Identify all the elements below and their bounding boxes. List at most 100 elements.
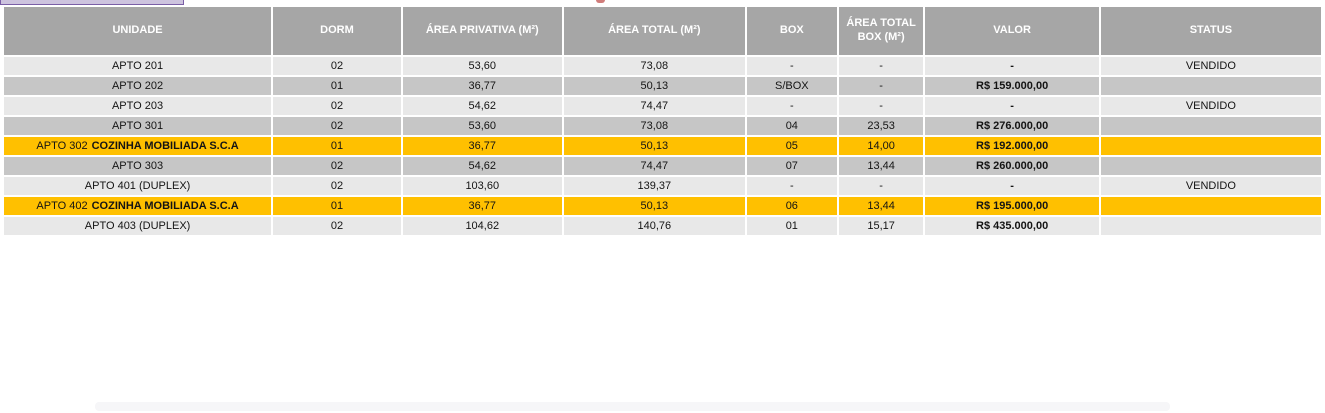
cell-area-privativa[interactable]: 103,60 bbox=[402, 177, 562, 195]
cell-dorm[interactable]: 01 bbox=[273, 77, 401, 95]
cell-valor[interactable]: - bbox=[925, 97, 1099, 115]
cell-status[interactable] bbox=[1100, 157, 1321, 175]
unit-name: APTO 401 (DUPLEX) bbox=[84, 179, 191, 192]
table-row: APTO 301 02 53,60 73,08 04 23,53 R$ 276.… bbox=[4, 117, 1321, 135]
cell-area-privativa[interactable]: 54,62 bbox=[402, 97, 562, 115]
cell-valor[interactable]: R$ 276.000,00 bbox=[925, 117, 1099, 135]
cell-area-total-box[interactable]: 23,53 bbox=[838, 117, 924, 135]
cell-area-total[interactable]: 50,13 bbox=[563, 137, 745, 155]
col-header-box[interactable]: BOX bbox=[746, 7, 837, 55]
cell-area-privativa[interactable]: 53,60 bbox=[402, 117, 562, 135]
cell-valor[interactable]: R$ 192.000,00 bbox=[925, 137, 1099, 155]
cell-box[interactable]: 07 bbox=[746, 157, 837, 175]
cell-area-total-box[interactable]: 13,44 bbox=[838, 197, 924, 215]
cell-status[interactable] bbox=[1100, 137, 1321, 155]
unit-name: APTO 403 (DUPLEX) bbox=[84, 219, 191, 232]
table-row: APTO 401 (DUPLEX) 02 103,60 139,37 - - -… bbox=[4, 177, 1321, 195]
cell-dorm[interactable]: 02 bbox=[273, 157, 401, 175]
cell-area-total-box[interactable]: - bbox=[838, 57, 924, 75]
cell-valor[interactable]: R$ 260.000,00 bbox=[925, 157, 1099, 175]
cell-box[interactable]: 05 bbox=[746, 137, 837, 155]
cell-area-privativa[interactable]: 53,60 bbox=[402, 57, 562, 75]
cell-area-total-box[interactable]: - bbox=[838, 77, 924, 95]
col-header-dorm[interactable]: DORM bbox=[273, 7, 401, 55]
cell-area-total[interactable]: 50,13 bbox=[563, 197, 745, 215]
cell-valor[interactable]: R$ 195.000,00 bbox=[925, 197, 1099, 215]
cell-dorm[interactable]: 01 bbox=[273, 197, 401, 215]
unit-name: APTO 202 bbox=[111, 79, 164, 92]
unit-name: APTO 302 bbox=[36, 139, 88, 152]
col-header-status[interactable]: STATUS bbox=[1100, 7, 1321, 55]
cell-dorm[interactable]: 02 bbox=[273, 57, 401, 75]
cell-unidade[interactable]: APTO 302 COZINHA MOBILIADA S.C.A bbox=[4, 137, 272, 155]
cell-box[interactable]: - bbox=[746, 97, 837, 115]
cell-area-total-box[interactable]: - bbox=[838, 97, 924, 115]
cell-status[interactable]: VENDIDO bbox=[1100, 177, 1321, 195]
cell-unidade[interactable]: APTO 201 bbox=[4, 57, 272, 75]
cell-area-privativa[interactable]: 54,62 bbox=[402, 157, 562, 175]
cell-area-total[interactable]: 73,08 bbox=[563, 57, 745, 75]
cell-unidade[interactable]: APTO 203 bbox=[4, 97, 272, 115]
cell-box[interactable]: 04 bbox=[746, 117, 837, 135]
cell-area-total[interactable]: 74,47 bbox=[563, 157, 745, 175]
horizontal-scrollbar[interactable] bbox=[95, 402, 1170, 411]
cell-area-total[interactable]: 73,08 bbox=[563, 117, 745, 135]
unit-name: APTO 301 bbox=[111, 119, 164, 132]
cell-area-total-box[interactable]: 15,17 bbox=[838, 217, 924, 235]
cell-area-privativa[interactable]: 36,77 bbox=[402, 137, 562, 155]
table-row: APTO 203 02 54,62 74,47 - - - VENDIDO bbox=[4, 97, 1321, 115]
table-row: APTO 302 COZINHA MOBILIADA S.C.A 01 36,77… bbox=[4, 137, 1321, 155]
table-row: APTO 403 (DUPLEX) 02 104,62 140,76 01 15… bbox=[4, 217, 1321, 235]
cell-box[interactable]: 01 bbox=[746, 217, 837, 235]
cell-area-total-box[interactable]: 14,00 bbox=[838, 137, 924, 155]
cell-dorm[interactable]: 02 bbox=[273, 217, 401, 235]
cell-valor[interactable]: R$ 159.000,00 bbox=[925, 77, 1099, 95]
cell-area-total[interactable]: 139,37 bbox=[563, 177, 745, 195]
cell-unidade[interactable]: APTO 401 (DUPLEX) bbox=[4, 177, 272, 195]
cell-box[interactable]: - bbox=[746, 57, 837, 75]
cell-box[interactable]: - bbox=[746, 177, 837, 195]
table-row: APTO 201 02 53,60 73,08 - - - VENDIDO bbox=[4, 57, 1321, 75]
col-header-area-privativa[interactable]: ÁREA PRIVATIVA (M²) bbox=[402, 7, 562, 55]
unit-name: APTO 303 bbox=[111, 159, 164, 172]
cell-status[interactable] bbox=[1100, 197, 1321, 215]
cell-status[interactable] bbox=[1100, 117, 1321, 135]
cell-dorm[interactable]: 02 bbox=[273, 117, 401, 135]
header-row: UNIDADE DORM ÁREA PRIVATIVA (M²) ÁREA TO… bbox=[4, 7, 1321, 55]
cell-area-total-box[interactable]: 13,44 bbox=[838, 157, 924, 175]
unit-name: APTO 201 bbox=[111, 59, 164, 72]
cell-status[interactable] bbox=[1100, 217, 1321, 235]
cell-unidade[interactable]: APTO 402 COZINHA MOBILIADA S.C.A bbox=[4, 197, 272, 215]
cell-area-total-box[interactable]: - bbox=[838, 177, 924, 195]
col-header-area-total-box[interactable]: ÁREA TOTAL BOX (M²) bbox=[838, 7, 924, 55]
cell-box[interactable]: 06 bbox=[746, 197, 837, 215]
cell-status[interactable]: VENDIDO bbox=[1100, 97, 1321, 115]
table-row: APTO 303 02 54,62 74,47 07 13,44 R$ 260.… bbox=[4, 157, 1321, 175]
unit-note: COZINHA MOBILIADA S.C.A bbox=[91, 139, 239, 152]
unit-name: APTO 203 bbox=[111, 99, 164, 112]
col-header-area-total[interactable]: ÁREA TOTAL (M²) bbox=[563, 7, 745, 55]
cell-unidade[interactable]: APTO 403 (DUPLEX) bbox=[4, 217, 272, 235]
cell-area-privativa[interactable]: 104,62 bbox=[402, 217, 562, 235]
cell-unidade[interactable]: APTO 301 bbox=[4, 117, 272, 135]
cell-status[interactable] bbox=[1100, 77, 1321, 95]
cell-dorm[interactable]: 02 bbox=[273, 177, 401, 195]
cell-valor[interactable]: R$ 435.000,00 bbox=[925, 217, 1099, 235]
cell-valor[interactable]: - bbox=[925, 57, 1099, 75]
cell-valor[interactable]: - bbox=[925, 177, 1099, 195]
cell-dorm[interactable]: 02 bbox=[273, 97, 401, 115]
col-header-valor[interactable]: VALOR bbox=[925, 7, 1099, 55]
cell-dorm[interactable]: 01 bbox=[273, 137, 401, 155]
cell-area-privativa[interactable]: 36,77 bbox=[402, 197, 562, 215]
cell-area-total[interactable]: 74,47 bbox=[563, 97, 745, 115]
col-header-unidade[interactable]: UNIDADE bbox=[4, 7, 272, 55]
cell-area-privativa[interactable]: 36,77 bbox=[402, 77, 562, 95]
cell-unidade[interactable]: APTO 303 bbox=[4, 157, 272, 175]
cell-area-total[interactable]: 50,13 bbox=[563, 77, 745, 95]
clipped-red-annotation bbox=[596, 0, 605, 3]
cell-box[interactable]: S/BOX bbox=[746, 77, 837, 95]
cell-area-total[interactable]: 140,76 bbox=[563, 217, 745, 235]
cell-unidade[interactable]: APTO 202 bbox=[4, 77, 272, 95]
cell-status[interactable]: VENDIDO bbox=[1100, 57, 1321, 75]
